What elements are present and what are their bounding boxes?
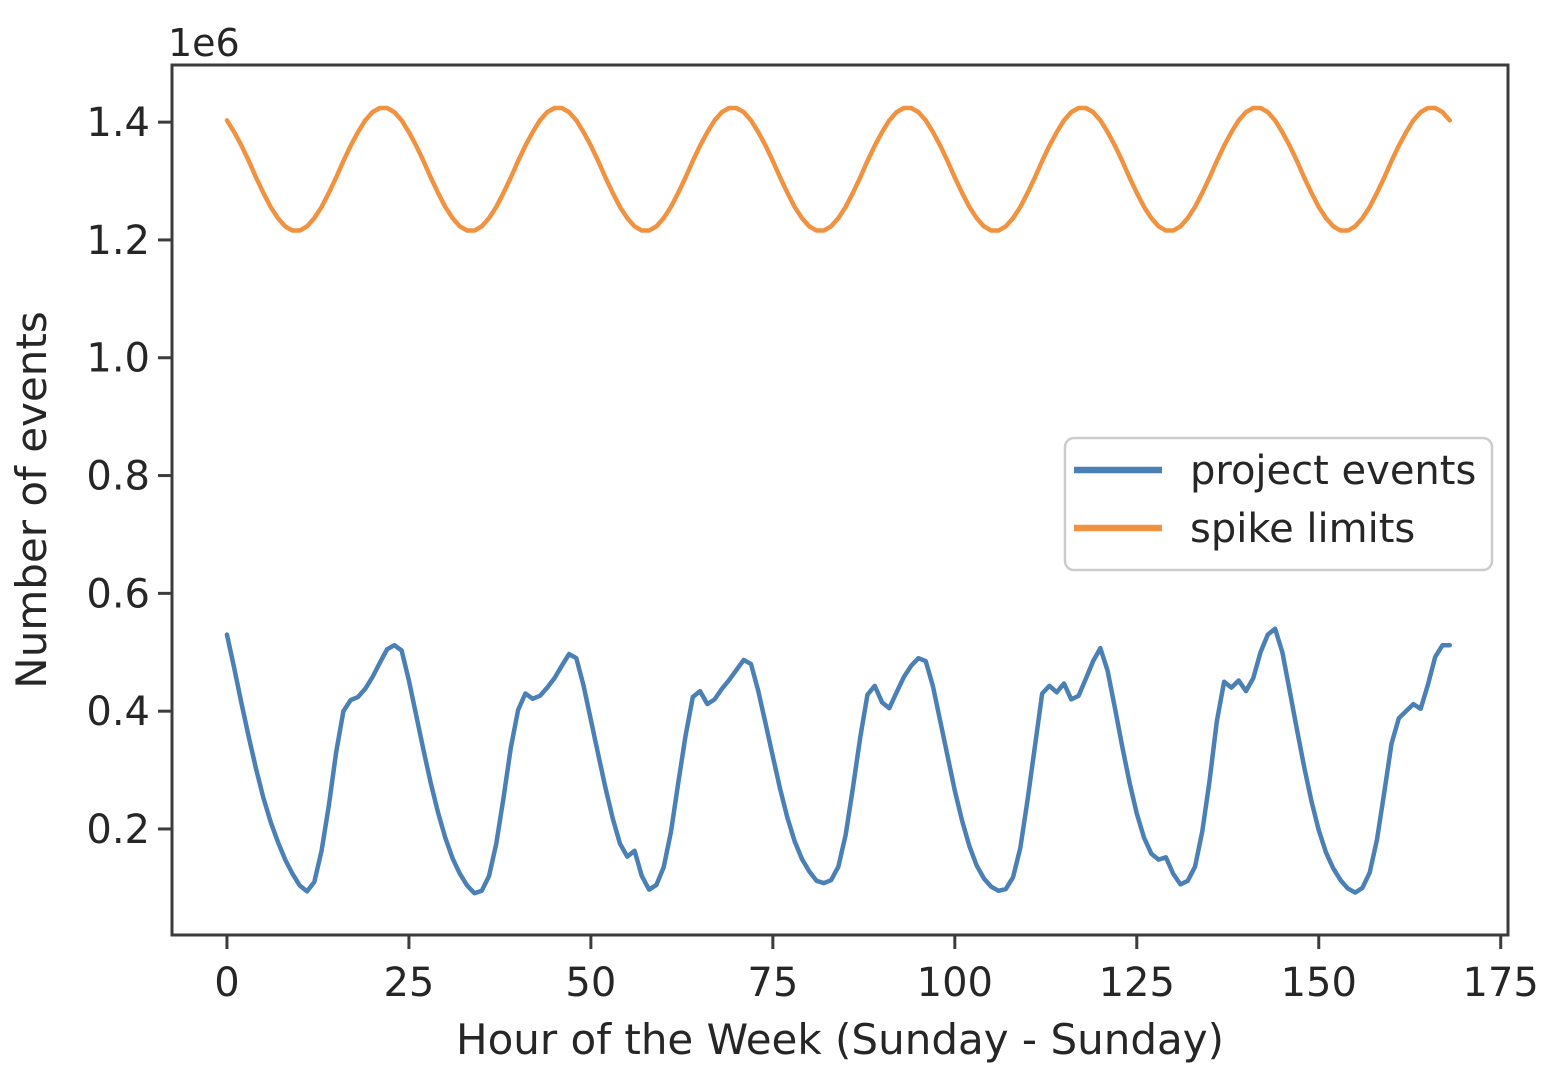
x-tick-label-175: 175 [1463,960,1539,1006]
series-line-spike-limits [224,105,1453,233]
y-tick-label-1.0: 1.0 [86,336,150,382]
x-tick-label-75: 75 [747,960,798,1006]
axes-frame [170,63,1510,937]
y-tick-label-1.2: 1.2 [86,218,150,264]
y-axis-offset-text: 1e6 [168,21,240,65]
x-axis-label: Hour of the Week (Sunday - Sunday) [456,1015,1224,1064]
y-tick-label-0.6: 0.6 [86,571,150,617]
plot-area: 0 25 50 75 100 125 150 175 0.2 0.4 0.6 0.8 1.0 1.2 1.4 [86,63,1539,1006]
legend-label-project-events: project events [1190,448,1476,494]
y-tick-label-0.4: 0.4 [86,689,150,735]
x-tick-label-150: 150 [1281,960,1357,1006]
x-tick-label-125: 125 [1099,960,1175,1006]
y-axis-label: Number of events [7,311,56,688]
legend: project events spike limits [1063,436,1494,572]
x-tick-label-50: 50 [565,960,616,1006]
x-tick-label-0: 0 [214,960,239,1006]
x-tick-label-100: 100 [917,960,993,1006]
y-tick-label-0.8: 0.8 [86,454,150,500]
y-tick-label-0.2: 0.2 [86,807,150,853]
legend-box [1063,436,1494,572]
series-line-project-events [224,626,1453,896]
legend-label-spike-limits: spike limits [1190,506,1415,552]
y-tick-label-1.4: 1.4 [86,100,150,146]
x-tick-label-25: 25 [383,960,434,1006]
